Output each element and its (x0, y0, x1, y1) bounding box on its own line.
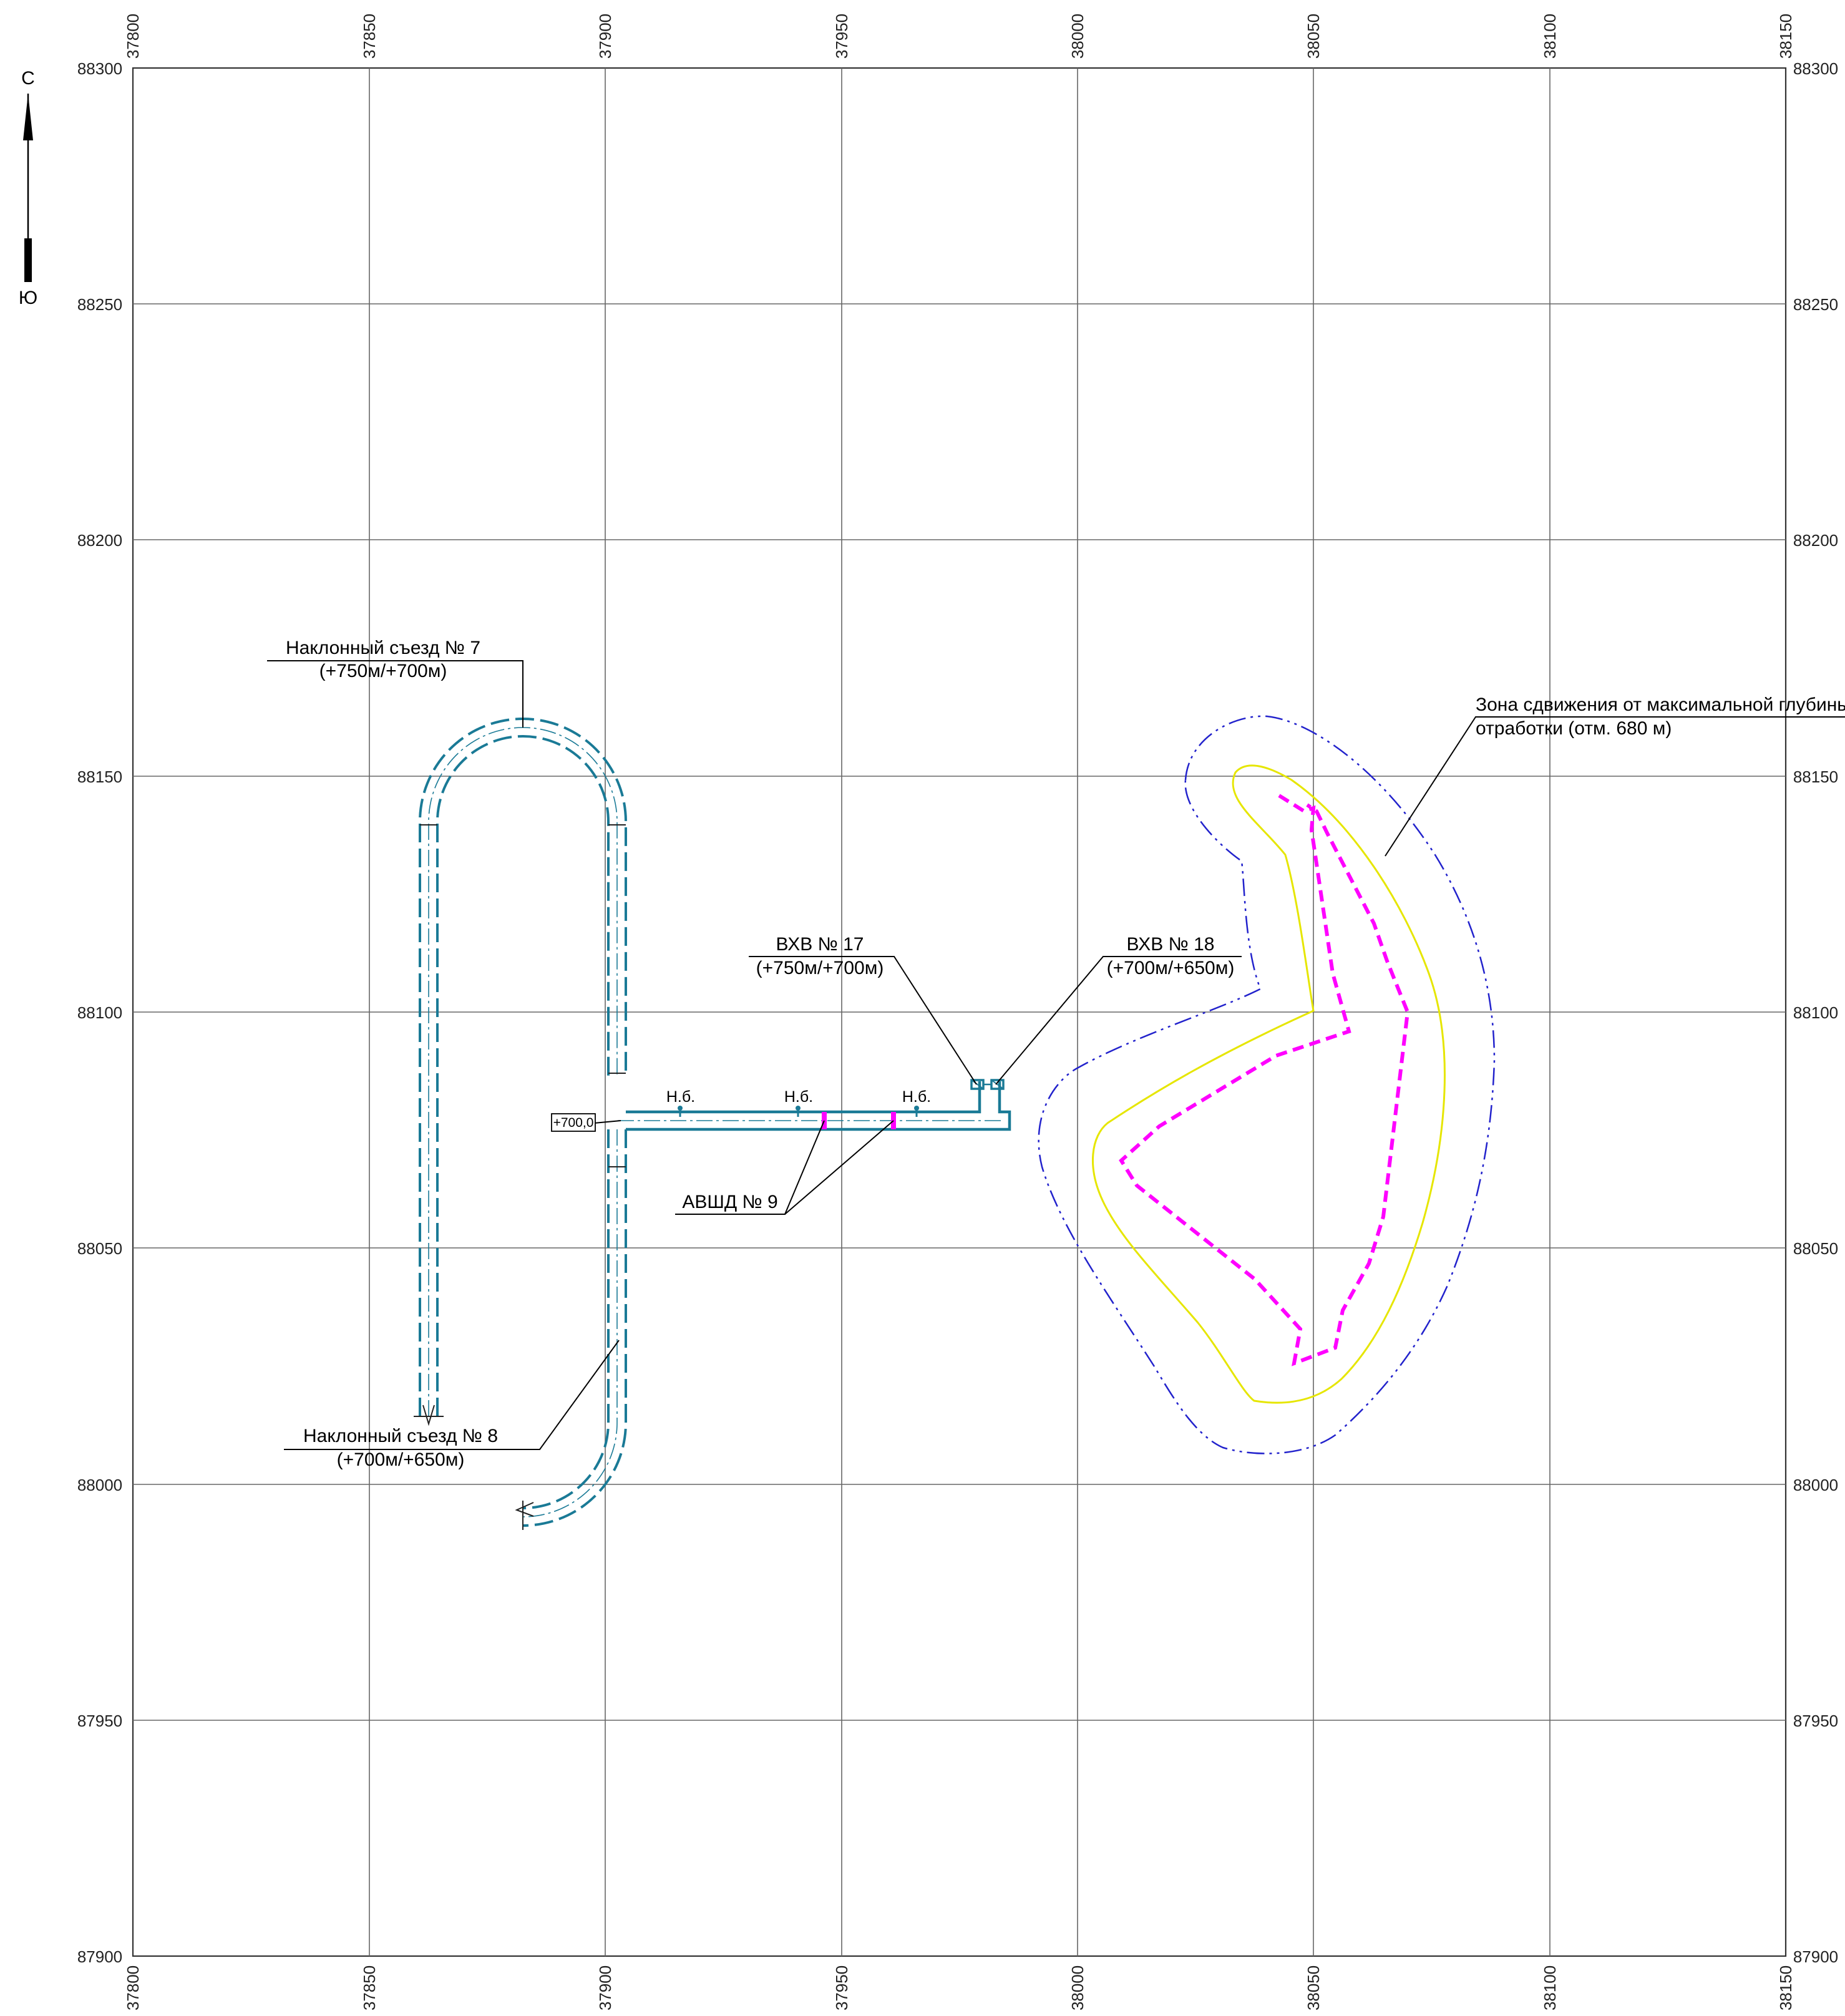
ramp-8-axis (522, 1129, 618, 1517)
y-tick-label: 88250 (1793, 295, 1838, 314)
north-label: С (21, 68, 35, 89)
x-tick-label: 38150 (1776, 14, 1795, 59)
zone-label-line-1: Зона сдвижения от максимальной глубины (1476, 694, 1845, 715)
y-tick-label: 88200 (77, 531, 122, 550)
y-tick-label: 88000 (77, 1476, 122, 1494)
south-tail (24, 238, 32, 282)
outer-zone-boundary (1038, 715, 1496, 1454)
elevation-mark-box (551, 1113, 596, 1132)
nb-marker-3-dot (914, 1106, 919, 1111)
x-tick-label: 37800 (124, 14, 142, 59)
elevation-mark: +700,0 (553, 1116, 594, 1130)
y-tick-label: 87950 (77, 1712, 122, 1730)
grid-verticals (369, 68, 1550, 1956)
y-tick-label: 88250 (77, 295, 122, 314)
grid-horizontals (133, 303, 1786, 1721)
x-tick-label: 38100 (1541, 1965, 1559, 2010)
y-tick-label: 88300 (1793, 59, 1838, 78)
zone-label-line-2: отработки (отм. 680 м) (1476, 718, 1672, 739)
nb-marker-1-dot (678, 1106, 683, 1111)
vhv-17-title: ВХВ № 17 (776, 934, 864, 955)
y-tick-label: 88300 (77, 59, 122, 78)
ramp-7-inner-wall (436, 735, 610, 1416)
ramp-8 (515, 1073, 627, 1530)
south-label: Ю (19, 288, 37, 308)
ramp-7-axis (428, 727, 618, 1416)
x-tick-labels-top: 37800 37850 37900 37950 38000 38050 3810… (124, 14, 1795, 59)
y-tick-label: 87950 (1793, 1712, 1838, 1730)
x-tick-label: 38050 (1304, 14, 1323, 59)
ramp-7-leader (267, 660, 523, 728)
y-tick-label: 87900 (1793, 1947, 1838, 1966)
y-tick-label: 88100 (77, 1003, 122, 1022)
vhv-18-shaft-cross (991, 1079, 1004, 1089)
map-labels: Наклонный съезд № 7 (+750м/+700м) Наклон… (286, 638, 1845, 1470)
x-tick-label: 38050 (1304, 1965, 1323, 2010)
ramp-8-levels: (+700м/+650м) (337, 1449, 465, 1470)
x-tick-label: 38100 (1541, 14, 1559, 59)
drift-south-wall (626, 1081, 1011, 1131)
x-tick-label: 37900 (596, 1965, 615, 2010)
vhv-18-title: ВХВ № 18 (1127, 934, 1215, 955)
y-tick-label: 87900 (77, 1947, 122, 1966)
zone-leader (1385, 716, 1845, 857)
mined-area-contour (1119, 794, 1410, 1366)
ramp-7-outer-wall (419, 718, 627, 1416)
main-drift (618, 1079, 1011, 1131)
y-tick-label: 88100 (1793, 1003, 1838, 1022)
elevation-leader (593, 1120, 621, 1124)
subsidence-zone (1038, 715, 1496, 1454)
ramp-8-inner-wall (522, 1129, 610, 1509)
y-tick-label: 88150 (77, 767, 122, 786)
nb-label-3: Н.б. (902, 1088, 931, 1106)
y-tick-label: 88050 (1793, 1239, 1838, 1258)
avshd-9-label: АВШД № 9 (682, 1192, 777, 1212)
x-tick-label: 38000 (1068, 14, 1087, 59)
y-tick-label: 88200 (1793, 531, 1838, 550)
y-tick-labels-left: 88300 88250 88200 88150 88100 88050 8800… (77, 59, 122, 1966)
north-arrowhead (23, 94, 33, 140)
y-tick-label: 88150 (1793, 767, 1838, 786)
nb-label-2: Н.б. (784, 1088, 813, 1106)
x-tick-label: 37800 (124, 1965, 142, 2010)
vhv-17-leader (749, 956, 977, 1085)
nb-marker-2-dot (796, 1106, 801, 1111)
ramp-end-arrow-icon (422, 1405, 435, 1426)
y-tick-label: 88000 (1793, 1476, 1838, 1494)
coordinate-grid (132, 67, 1787, 1957)
vhv-18-leader (995, 956, 1242, 1085)
ramp-7-levels: (+750м/+700м) (319, 661, 447, 681)
y-tick-label: 88050 (77, 1239, 122, 1258)
drift-north-wall (626, 1081, 981, 1114)
nb-label-1: Н.б. (666, 1088, 695, 1106)
north-arrow-icon: С Ю (19, 68, 37, 308)
avshd-9-leader-2 (784, 1120, 894, 1215)
x-tick-label: 37900 (596, 14, 615, 59)
vhv-18-levels: (+700м/+650м) (1107, 958, 1235, 978)
x-tick-label: 37850 (360, 14, 379, 59)
ramp-8-outer-wall (522, 1129, 627, 1527)
x-tick-label: 37950 (832, 1965, 851, 2010)
ramp-7 (414, 718, 627, 1426)
vhv-17-shaft-cross (971, 1079, 984, 1089)
x-tick-label: 37850 (360, 1965, 379, 2010)
x-tick-label: 38000 (1068, 1965, 1087, 2010)
vhv-17-levels: (+750м/+700м) (756, 958, 884, 978)
ramp-end-arrow-icon (515, 1502, 534, 1517)
inner-zone-boundary (1092, 764, 1446, 1404)
x-tick-labels-bottom: 37800 37850 37900 37950 38000 38050 3810… (124, 1965, 1795, 2010)
x-tick-label: 37950 (832, 14, 851, 59)
ramp-7-title: Наклонный съезд № 7 (286, 638, 480, 658)
x-tick-label: 38150 (1776, 1965, 1795, 2010)
y-tick-labels-right: 88300 88250 88200 88150 88100 88050 8800… (1793, 59, 1838, 1966)
ramp-8-leader (284, 1340, 620, 1450)
ramp-8-title: Наклонный съезд № 8 (303, 1426, 498, 1446)
leader-lines (267, 660, 1845, 1450)
